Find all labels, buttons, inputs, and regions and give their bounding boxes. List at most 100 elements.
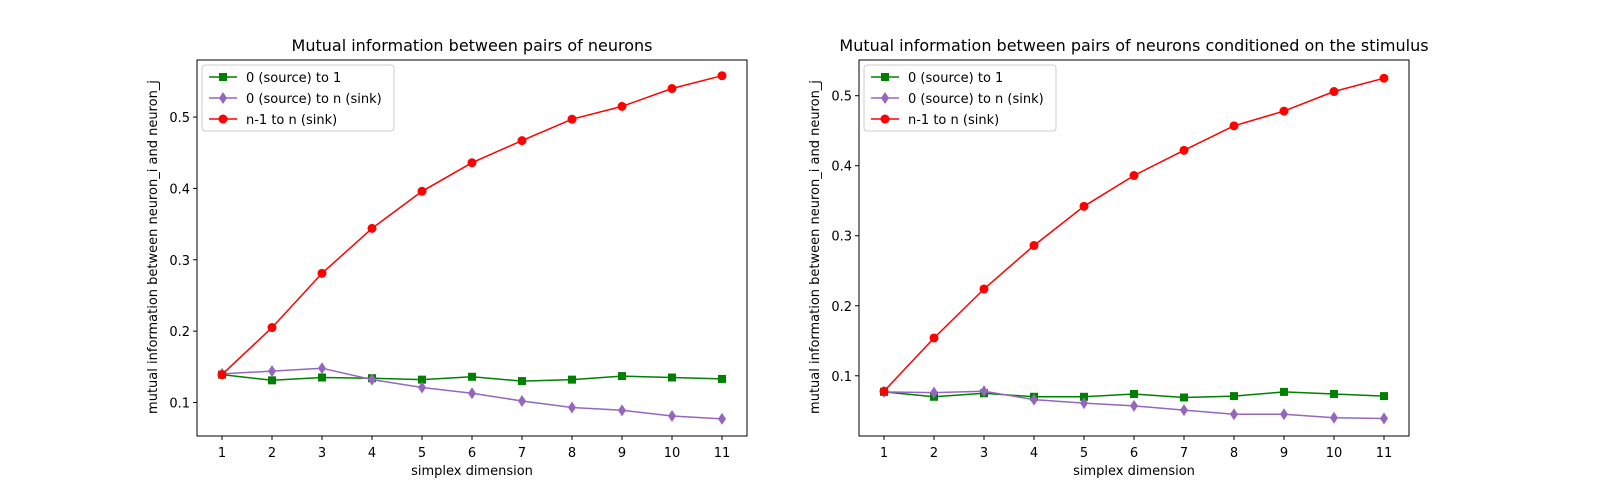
- y-tick-label: 0.3: [169, 254, 190, 269]
- data-point-series-2: [979, 284, 989, 294]
- legend-swatch-marker: [881, 73, 889, 81]
- data-point-series-0: [1330, 389, 1338, 398]
- data-point-series-0: [1230, 392, 1238, 401]
- data-point-series-2: [667, 84, 677, 94]
- data-point-series-2: [567, 114, 577, 124]
- y-tick-label: 0.4: [169, 182, 190, 197]
- data-point-series-2: [929, 333, 939, 343]
- x-tick-label: 4: [368, 446, 376, 461]
- x-tick-label: 2: [268, 446, 276, 461]
- data-point-series-1: [1280, 408, 1288, 421]
- data-point-series-0: [318, 373, 326, 382]
- x-tick-label: 4: [1030, 446, 1038, 461]
- data-point-series-1: [930, 386, 938, 399]
- x-tick-label: 6: [468, 446, 476, 461]
- x-axis-label: simplex dimension: [1073, 464, 1195, 479]
- plot-area: [217, 71, 727, 425]
- data-point-series-1: [1130, 399, 1138, 412]
- data-point-series-1: [668, 410, 676, 423]
- data-point-series-0: [418, 375, 426, 384]
- data-point-series-1: [618, 404, 626, 417]
- data-point-series-1: [1080, 397, 1088, 410]
- y-tick-label: 0.3: [831, 230, 852, 245]
- y-tick-label: 0.5: [831, 90, 852, 105]
- data-point-series-0: [268, 376, 276, 385]
- legend-swatch-marker: [218, 114, 228, 124]
- data-point-series-2: [267, 323, 277, 333]
- x-tick-label: 2: [930, 446, 938, 461]
- data-point-series-2: [217, 370, 227, 380]
- data-point-series-2: [617, 101, 627, 111]
- legend-label: 0 (source) to n (sink): [246, 92, 382, 107]
- data-point-series-1: [368, 373, 376, 386]
- data-point-series-0: [568, 375, 576, 384]
- data-point-series-2: [1179, 145, 1189, 155]
- y-tick-label: 0.1: [169, 396, 190, 411]
- data-point-series-0: [618, 372, 626, 381]
- chart-title: Mutual information between pairs of neur…: [292, 36, 653, 55]
- x-tick-label: 9: [1280, 446, 1288, 461]
- data-point-series-2: [1079, 201, 1089, 211]
- data-point-series-1: [468, 387, 476, 400]
- legend-swatch-marker: [880, 114, 890, 124]
- data-point-series-0: [1380, 392, 1388, 401]
- data-point-series-2: [1029, 241, 1039, 251]
- x-tick-label: 1: [880, 446, 888, 461]
- y-tick-label: 0.4: [831, 160, 852, 175]
- x-tick-label: 11: [714, 446, 731, 461]
- data-point-series-2: [1129, 171, 1139, 181]
- data-point-series-1: [718, 412, 726, 425]
- chart-title: Mutual information between pairs of neur…: [839, 36, 1428, 55]
- data-point-series-2: [1279, 106, 1289, 116]
- plot-area: [879, 73, 1389, 425]
- y-tick-label: 0.2: [169, 325, 190, 340]
- y-tick-label: 0.1: [831, 370, 852, 385]
- data-point-series-2: [467, 158, 477, 168]
- x-tick-label: 1: [218, 446, 226, 461]
- legend-swatch-marker: [219, 73, 227, 81]
- data-point-series-1: [1380, 412, 1388, 425]
- data-point-series-1: [1230, 408, 1238, 421]
- chart-left: Mutual information between pairs of neur…: [146, 36, 748, 479]
- data-point-series-1: [318, 362, 326, 375]
- y-tick-label: 0.5: [169, 111, 190, 126]
- data-point-series-1: [518, 395, 526, 408]
- legend-label: n-1 to n (sink): [246, 113, 337, 128]
- legend-label: 0 (source) to n (sink): [908, 92, 1044, 107]
- data-point-series-1: [1180, 404, 1188, 417]
- data-point-series-1: [418, 381, 426, 394]
- legend: 0 (source) to 1 0 (source) to n (sink) n-1…: [863, 64, 1057, 132]
- x-tick-label: 6: [1130, 446, 1138, 461]
- data-point-series-1: [1030, 393, 1038, 406]
- data-point-series-0: [1180, 393, 1188, 402]
- x-tick-label: 11: [1376, 446, 1393, 461]
- data-point-series-1: [268, 365, 276, 378]
- y-axis-label: mutual information between neuron_i and …: [808, 80, 823, 414]
- x-tick-label: 3: [318, 446, 326, 461]
- x-tick-label: 5: [1080, 446, 1088, 461]
- x-tick-label: 7: [1180, 446, 1188, 461]
- data-point-series-2: [367, 223, 377, 233]
- data-point-series-0: [1080, 392, 1088, 401]
- data-point-series-2: [317, 268, 327, 278]
- data-point-series-2: [1329, 87, 1339, 97]
- legend-swatch-marker: [219, 92, 227, 104]
- data-point-series-0: [1280, 387, 1288, 396]
- legend: 0 (source) to 1 0 (source) to n (sink) n-1…: [201, 64, 395, 132]
- data-point-series-2: [517, 136, 527, 146]
- legend-label: n-1 to n (sink): [908, 113, 999, 128]
- x-tick-label: 7: [518, 446, 526, 461]
- x-tick-label: 10: [1326, 446, 1343, 461]
- data-point-series-2: [717, 71, 727, 81]
- x-axis-label: simplex dimension: [411, 464, 533, 479]
- data-point-series-0: [718, 374, 726, 383]
- data-point-series-1: [568, 401, 576, 414]
- data-point-series-2: [417, 186, 427, 196]
- legend-label: 0 (source) to 1: [908, 71, 1003, 86]
- x-tick-label: 8: [1230, 446, 1238, 461]
- data-point-series-0: [518, 377, 526, 386]
- y-axis-label: mutual information between neuron_i and …: [146, 80, 161, 414]
- x-tick-label: 3: [980, 446, 988, 461]
- chart-right: Mutual information between pairs of neur…: [808, 36, 1429, 479]
